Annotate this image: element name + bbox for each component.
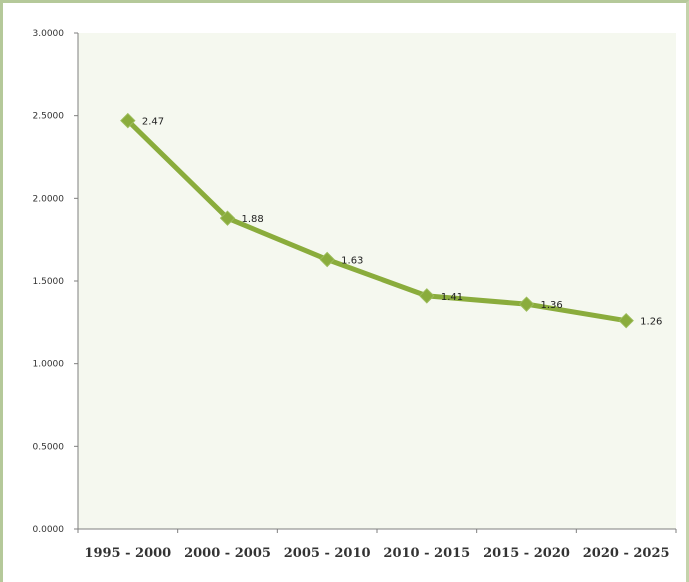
data-point-marker	[120, 112, 136, 129]
y-tick-label: 2.0000	[33, 194, 65, 204]
data-label: 1.36	[541, 300, 563, 311]
x-tick-label: 2005 - 2010	[284, 546, 371, 561]
data-label: 1.41	[441, 292, 463, 303]
data-point-marker	[319, 251, 335, 268]
x-tick-label: 2020 - 2025	[583, 546, 670, 561]
data-label: 1.88	[242, 214, 264, 225]
x-tick-label: 1995 - 2000	[84, 546, 171, 561]
x-tick-label: 2015 - 2020	[483, 546, 570, 561]
x-tick-label: 2000 - 2005	[184, 546, 271, 561]
y-tick-label: 3.0000	[33, 29, 65, 39]
data-point-marker	[518, 296, 535, 312]
y-tick-label: 2.5000	[33, 112, 65, 122]
data-point-marker	[419, 288, 435, 304]
data-label: 2.47	[142, 117, 164, 128]
series-line	[125, 118, 629, 324]
y-tick-label: 0.5000	[33, 442, 65, 452]
y-tick-label: 0.0000	[33, 525, 65, 535]
y-tick-label: 1.5000	[33, 277, 65, 287]
data-point-marker	[618, 312, 634, 329]
x-tick-label: 2010 - 2015	[383, 546, 470, 561]
data-label: 1.26	[640, 317, 662, 328]
y-tick-label: 1.0000	[33, 360, 65, 370]
plot-area	[78, 33, 676, 529]
data-point-marker	[219, 210, 236, 226]
data-label: 1.63	[341, 256, 363, 267]
